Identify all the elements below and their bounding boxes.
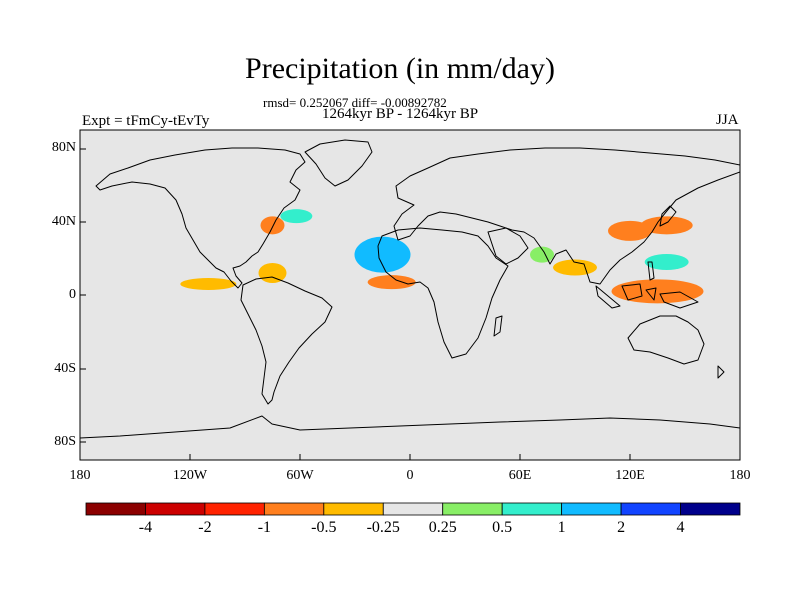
anomaly-gulf-of-guinea (367, 275, 416, 290)
anomaly-us-east-coast (260, 216, 285, 235)
lat-tick-label: 0 (69, 287, 76, 302)
colorbar-label: -2 (198, 519, 212, 536)
anomaly-india (530, 246, 554, 263)
coastline-north-america (95, 147, 306, 289)
coastline-south-america (240, 276, 333, 405)
colorbar-label: -0.25 (366, 519, 400, 536)
coastline-new-zealand (717, 365, 725, 379)
anomaly-west-pacific-warm-pool (611, 279, 704, 304)
colorbar-swatch (323, 502, 384, 516)
coastline-arabia (487, 227, 529, 265)
colorbar-swatch (680, 502, 741, 516)
lon-tick-label: 0 (406, 468, 414, 483)
anomaly-southern-ocean (563, 409, 624, 420)
experiment-label: Expt = tFmCy-tEvTy (82, 113, 210, 129)
colorbar-label: -0.5 (311, 519, 337, 536)
colorbar-label: 4 (676, 519, 685, 536)
anomaly-south-pacific (117, 353, 153, 366)
colorbar-label: 0.25 (428, 519, 457, 536)
coastline-layer (80, 139, 740, 439)
anomaly-central-america (258, 263, 287, 283)
lat-tick-label: 40N (51, 214, 76, 229)
coastline-japan (659, 205, 677, 227)
colorbar-label: 1 (557, 519, 566, 536)
lon-tick-label: 180 (729, 468, 751, 483)
coastline-indonesia (595, 283, 699, 309)
coastline-australia (627, 315, 705, 365)
page-title: Precipitation (in mm/day) (245, 52, 555, 85)
axis-ticks (80, 148, 631, 460)
anomaly-north-atlantic (280, 209, 313, 224)
lon-tick-label: 120E (615, 468, 645, 483)
lat-tick-label: 80N (51, 140, 76, 155)
colorbar-label: 2 (617, 519, 626, 536)
anomaly-south-atlantic (428, 353, 465, 366)
coastline-madagascar (493, 315, 503, 337)
lon-tick-label: 120W (172, 468, 208, 483)
colorbar-swatch (561, 502, 622, 516)
anomaly-tropical-east-pacific-core (180, 278, 237, 290)
colorbar-swatch (204, 502, 265, 516)
colorbar-label: -1 (257, 519, 272, 536)
colorbar-swatch (85, 502, 146, 516)
colorbar-swatch (382, 502, 444, 516)
lon-tick-label: 60E (508, 468, 532, 483)
season-label: JJA (716, 112, 739, 128)
colorbar-swatch (442, 502, 503, 516)
coastline-eurasia (393, 147, 740, 285)
colorbar-swatch (501, 502, 563, 516)
colorbar-swatch (263, 502, 325, 516)
colorbar-label: -4 (138, 519, 153, 536)
colorbar-swatch (620, 502, 681, 516)
anomaly-japan (640, 216, 693, 235)
colorbar-swatch (145, 502, 206, 516)
colorbar-label: 0.5 (492, 519, 513, 536)
colorbar (85, 502, 741, 516)
coastline-philippines (647, 261, 655, 281)
anomaly-west-africa-sahara (354, 236, 411, 273)
anomaly-west-pacific-north (644, 254, 689, 270)
stats-label: rmsd= 0.252067 diff= -0.00892782 (263, 95, 447, 110)
period-label: 1264kyr BP - 1264kyr BP (322, 106, 479, 122)
coastline-greenland (304, 139, 373, 187)
lat-tick-label: 80S (54, 434, 76, 449)
coastline-antarctica (80, 415, 740, 439)
lat-tick-label: 40S (54, 361, 76, 376)
coastline-africa (377, 227, 509, 359)
lon-tick-label: 180 (69, 468, 91, 483)
lon-tick-label: 60W (286, 468, 314, 483)
